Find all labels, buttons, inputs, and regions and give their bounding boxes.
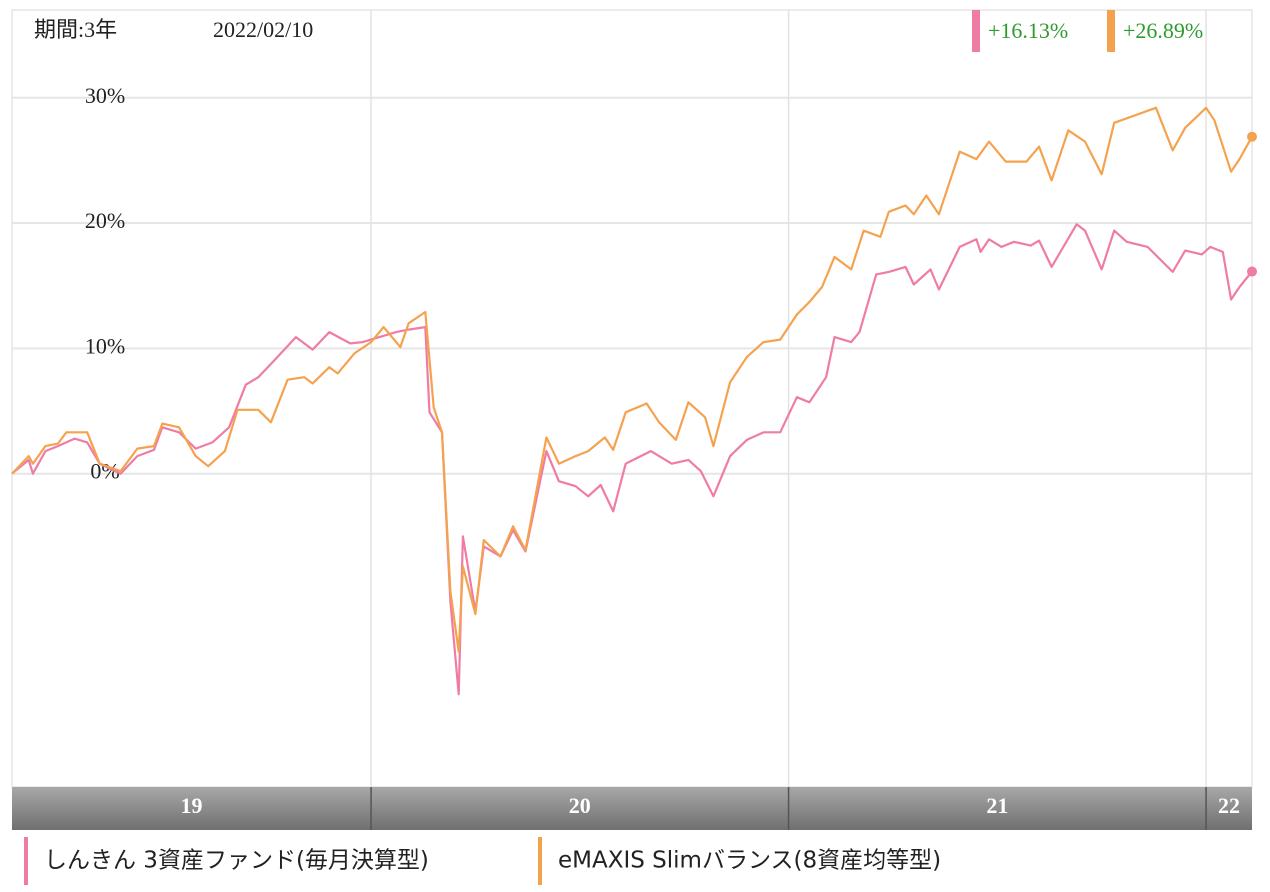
legend-swatch (1107, 10, 1115, 52)
period-label: 期間:3年 (34, 17, 117, 42)
x-tick-label: 22 (1218, 793, 1240, 818)
x-tick-label: 20 (569, 793, 591, 818)
y-tick-label: 10% (85, 333, 125, 358)
legend-swatch (538, 837, 542, 885)
end-marker (1247, 266, 1257, 277)
x-axis-band (12, 787, 1252, 830)
lines (11, 106, 1257, 696)
x-tick-label: 19 (181, 793, 203, 818)
legend-label: しんきん 3資産ファンド(毎月決算型) (44, 848, 429, 874)
end-value-label: +16.13% (988, 18, 1068, 43)
y-tick-label: 20% (85, 208, 125, 233)
y-tick-label: 30% (85, 83, 125, 108)
legend: しんきん 3資産ファンド(毎月決算型) eMAXIS Slimバランス(8資産均等… (24, 837, 941, 885)
end-values: +16.13% +26.89% (972, 10, 1203, 52)
grid: 0%10%20%30% (12, 10, 1252, 787)
plot-area (11, 9, 1253, 788)
end-marker (1247, 131, 1257, 142)
x-axis: 19 20 21 22 (181, 787, 1240, 830)
legend-label: eMAXIS Slimバランス(8資産均等型) (558, 848, 941, 874)
end-value-label: +26.89% (1123, 18, 1203, 43)
date-label: 2022/02/10 (213, 17, 313, 42)
series-line (11, 106, 1253, 653)
legend-swatch (24, 837, 28, 885)
legend-swatch (972, 10, 980, 52)
series-line (11, 223, 1253, 696)
x-tick-label: 21 (986, 793, 1008, 818)
